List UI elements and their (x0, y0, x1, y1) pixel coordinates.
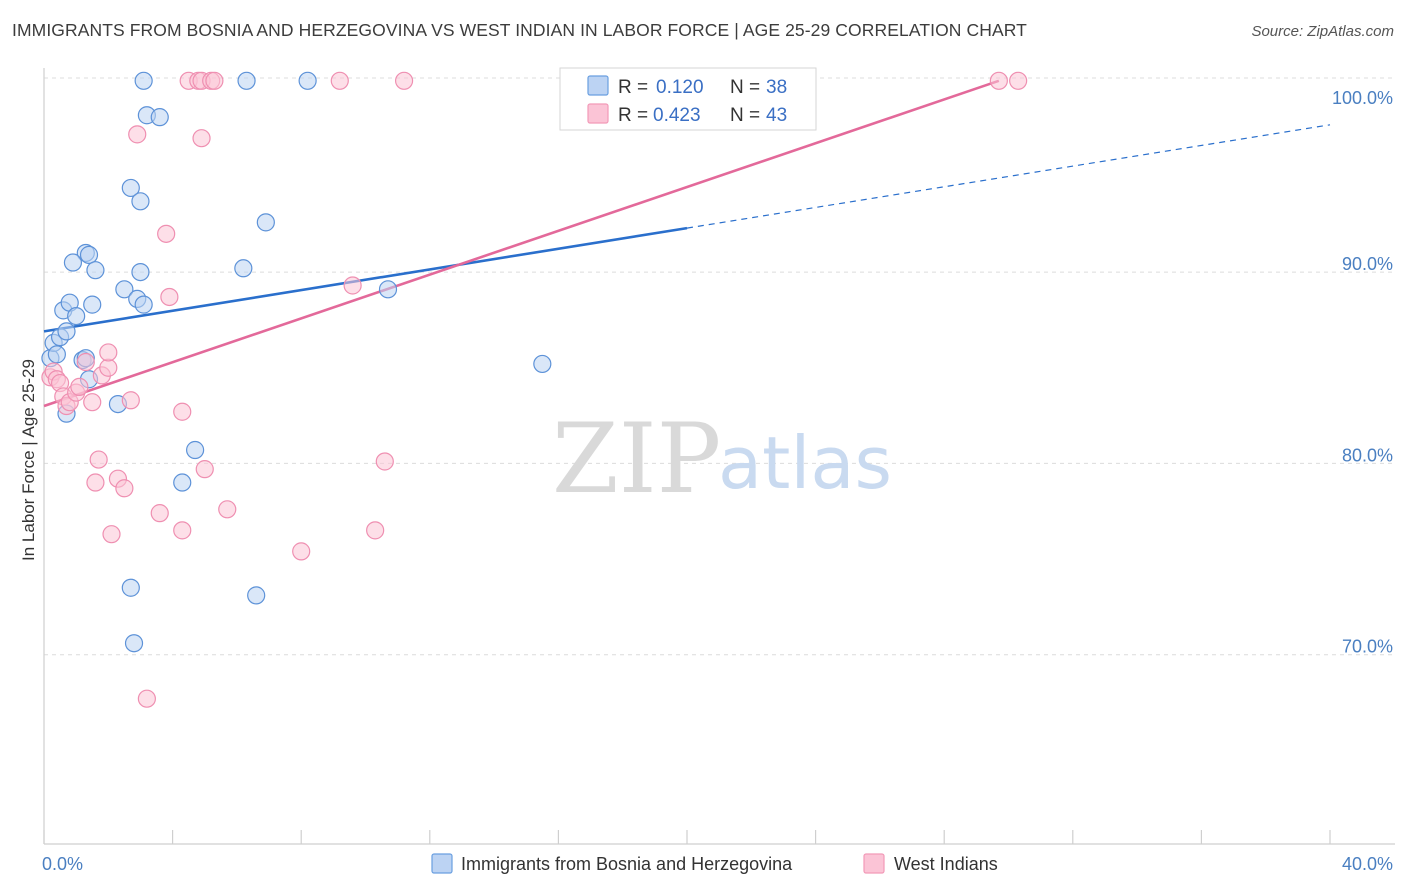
point-bosnia (83, 295, 102, 314)
point-westindian (102, 525, 121, 544)
watermark-zip: ZIP (552, 403, 721, 515)
point-bosnia (124, 634, 144, 653)
trendline-westindian (43, 79, 1000, 408)
point-bosnia (121, 178, 140, 198)
point-bosnia (247, 586, 266, 605)
point-bosnia (131, 263, 150, 282)
y-tick-label: 70.0% (1342, 637, 1393, 657)
y-tick-label: 80.0% (1342, 445, 1393, 465)
point-bosnia (237, 71, 256, 90)
watermark: ZIP atlas (552, 403, 892, 515)
legend-n-value-2: 43 (766, 105, 787, 126)
point-bosnia (67, 306, 86, 326)
legend-r-value-1: 0.120 (656, 77, 704, 98)
legend-box: R = 0.120 N = 38 R = 0.423 N = 43 (559, 67, 817, 131)
point-bosnia (234, 259, 253, 278)
point-westindian (218, 500, 237, 519)
point-bosnia (63, 253, 83, 272)
point-westindian (366, 521, 385, 540)
trendline-bosnia (43, 226, 688, 333)
y-axis-label: In Labor Force | Age 25-29 (19, 359, 38, 561)
point-bosnia (378, 280, 398, 299)
point-westindian (70, 377, 89, 396)
point-bosnia (134, 71, 153, 90)
point-bosnia (57, 322, 76, 341)
legend-swatch-bosnia (587, 75, 609, 96)
point-westindian (343, 276, 362, 295)
point-westindian (137, 689, 156, 708)
legend-n-value-1: 38 (766, 77, 787, 98)
point-westindian (115, 479, 134, 498)
chart-title: IMMIGRANTS FROM BOSNIA AND HERZEGOVINA V… (12, 20, 1027, 40)
watermark-atlas: atlas (718, 421, 892, 505)
point-bosnia (186, 440, 205, 460)
bottom-legend: Immigrants from Bosnia and Herzegovina W… (431, 853, 998, 874)
point-westindian (1009, 71, 1028, 90)
point-westindian (173, 402, 192, 421)
bottom-legend-swatch-westindian (863, 853, 885, 874)
legend-n-label-1: N = (730, 77, 760, 98)
point-westindian (157, 224, 176, 243)
point-westindian (86, 473, 105, 492)
point-bosnia (47, 345, 66, 364)
trendline-bosnia-extension (686, 124, 1331, 229)
y-tick-labels: 70.0% 80.0% 90.0% 100.0% (1332, 88, 1393, 657)
point-bosnia (298, 71, 317, 90)
y-tick-label: 90.0% (1342, 254, 1393, 274)
x-tick-label: 0.0% (42, 854, 83, 874)
legend-r-label-2: R = (618, 105, 648, 126)
point-westindian (160, 287, 179, 307)
point-westindian (292, 542, 311, 561)
bottom-legend-swatch-bosnia (431, 853, 453, 874)
legend-swatch-westindian (587, 103, 609, 124)
point-bosnia (121, 578, 140, 597)
point-westindian (195, 460, 214, 479)
bottom-legend-label-westindian: West Indians (894, 854, 998, 874)
point-bosnia (131, 192, 150, 211)
point-bosnia (173, 473, 192, 492)
point-westindian (99, 358, 118, 377)
point-bosnia (79, 245, 99, 264)
point-westindian (121, 391, 140, 410)
bottom-legend-label-bosnia: Immigrants from Bosnia and Herzegovina (461, 854, 793, 874)
point-westindian (330, 71, 349, 90)
point-westindian (128, 125, 147, 144)
gridlines (44, 77, 1395, 656)
point-westindian (150, 504, 169, 523)
point-bosnia (86, 261, 105, 280)
point-westindian (76, 352, 95, 372)
legend-r-label-1: R = (618, 77, 648, 98)
legend-r-value-2: 0.423 (653, 105, 701, 126)
point-westindian (173, 521, 192, 540)
point-westindian (192, 129, 211, 148)
point-westindian (375, 452, 394, 471)
point-westindian (83, 393, 102, 412)
point-bosnia (256, 213, 275, 232)
point-westindian (394, 71, 414, 90)
point-westindian (989, 71, 1008, 90)
axes (43, 68, 1395, 845)
point-westindian (99, 343, 118, 362)
x-tick-labels: 0.0% 40.0% (42, 854, 1393, 874)
point-westindian (89, 450, 108, 469)
point-westindian (205, 71, 224, 90)
data-points (41, 71, 1028, 708)
x-tick-label: 40.0% (1342, 854, 1393, 874)
y-tick-label: 100.0% (1332, 88, 1393, 108)
chart-source: Source: ZipAtlas.com (1251, 23, 1394, 40)
point-bosnia (533, 354, 552, 374)
point-bosnia (115, 280, 134, 299)
point-bosnia (150, 108, 169, 127)
legend-n-label-2: N = (730, 105, 760, 126)
trendlines (43, 79, 1331, 408)
point-bosnia (134, 295, 153, 314)
